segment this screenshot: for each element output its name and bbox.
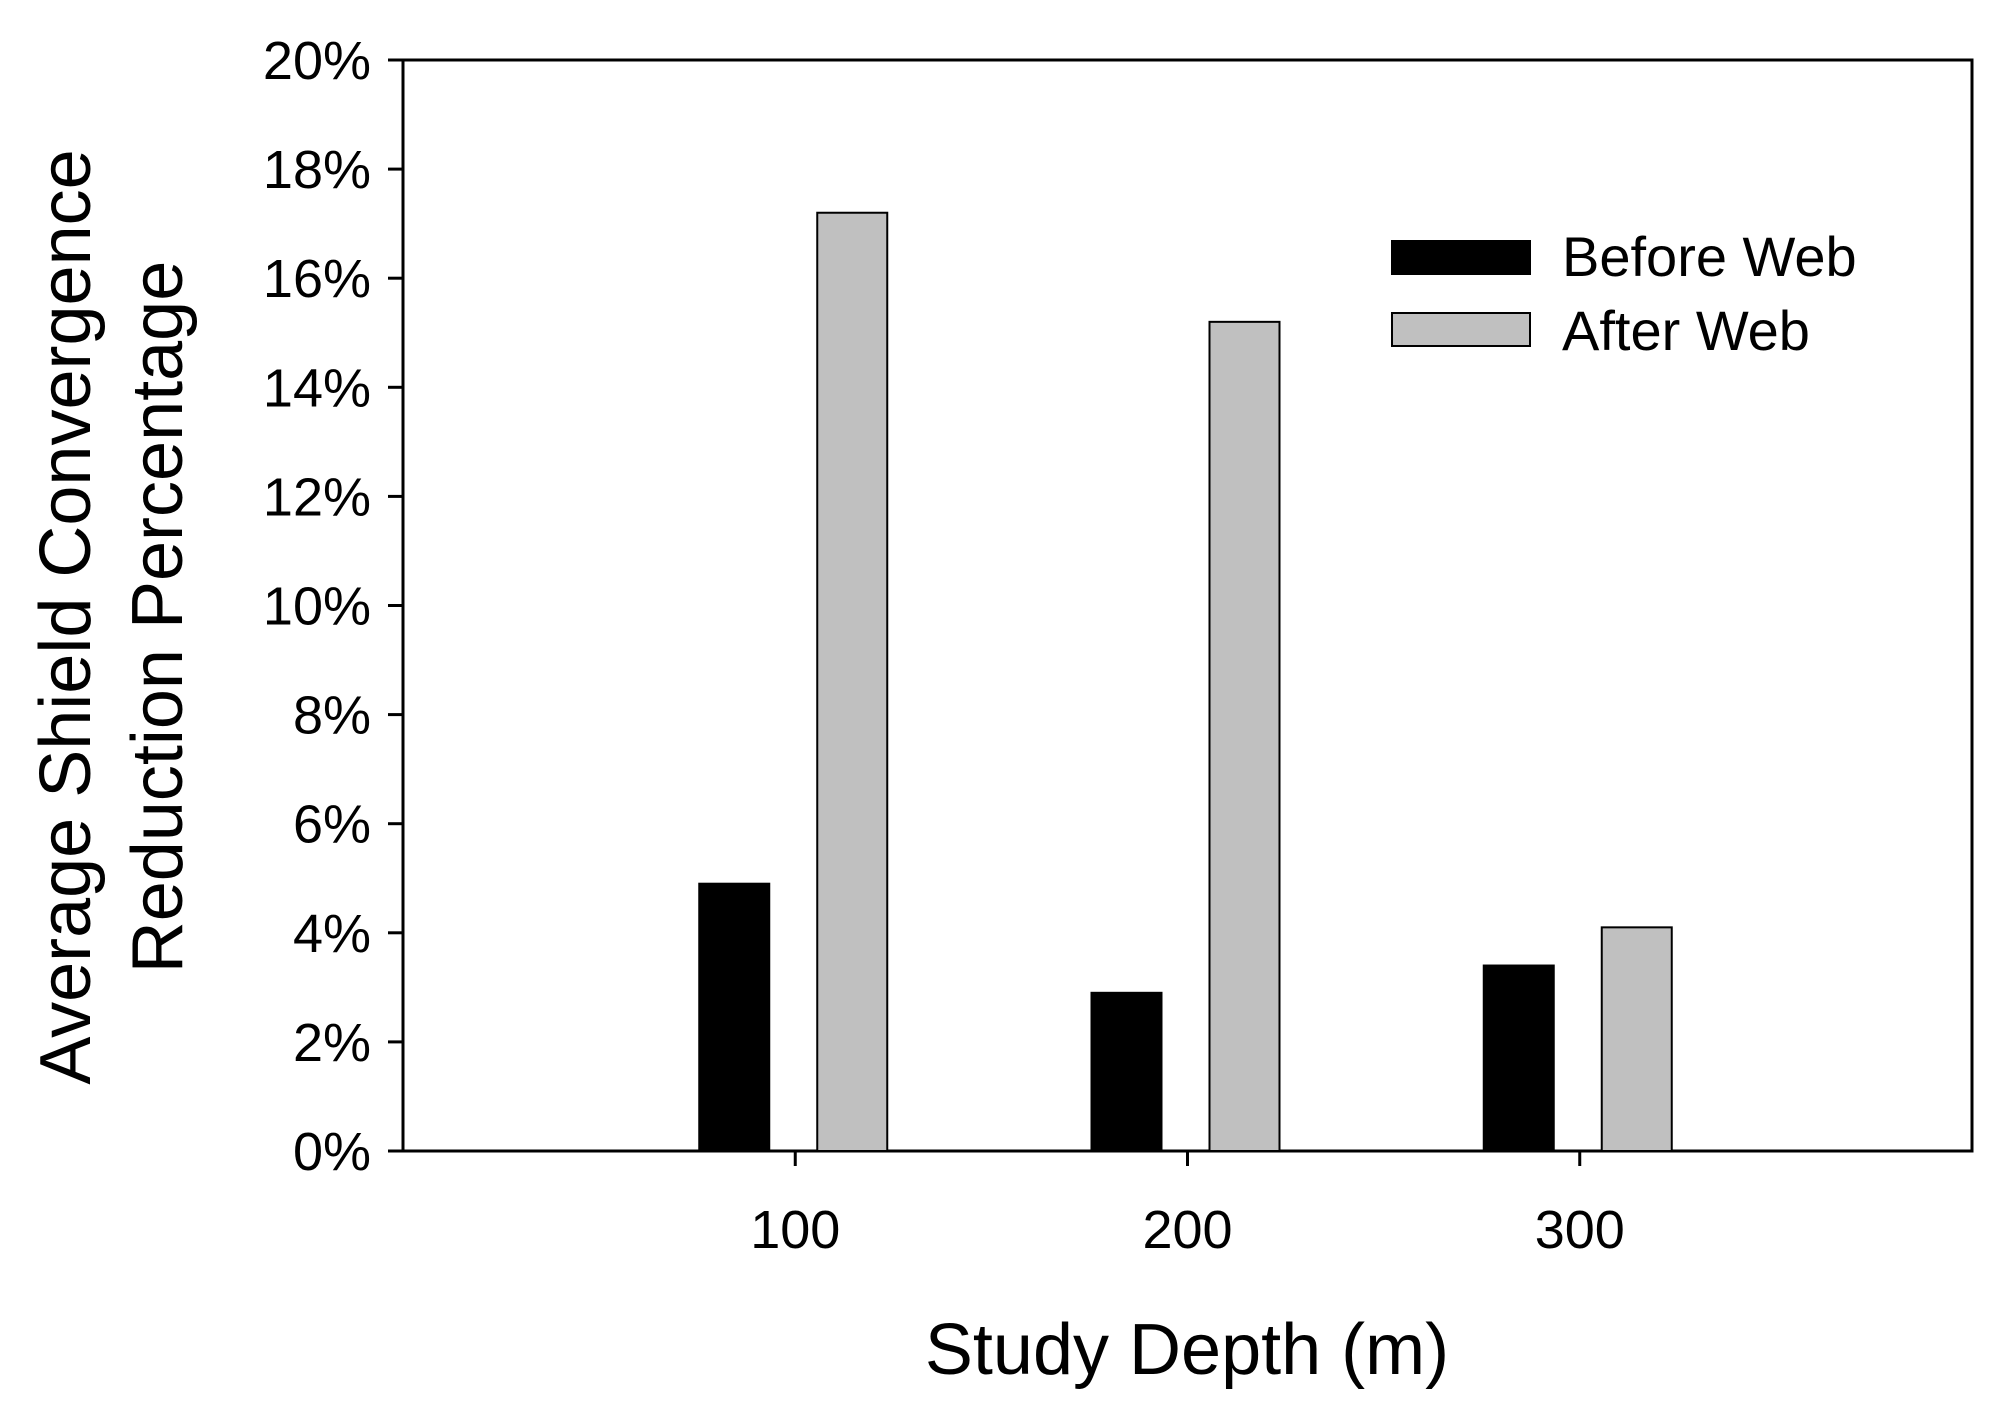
y-tick-label: 14%: [263, 358, 371, 418]
y-tick-label: 6%: [293, 795, 371, 855]
x-axis: 100 200 300: [750, 1151, 1625, 1260]
bar-after-web-100: [816, 211, 889, 1153]
bar-before-web-100: [698, 882, 771, 1153]
y-axis-title-line-1: Average Shield Convergence: [26, 149, 106, 1084]
y-tick-label: 0%: [293, 1122, 371, 1182]
bar-before-web-200: [1090, 991, 1163, 1152]
plot-frame: [401, 58, 1974, 1153]
y-axis-title-line-2: Reduction Percentage: [118, 261, 198, 973]
legend-label-before-web: Before Web: [1562, 225, 1857, 288]
legend: Before Web After Web: [1391, 225, 1857, 362]
y-tick-label: 8%: [293, 686, 371, 746]
bar-after-web-200: [1208, 320, 1281, 1152]
bar-before-web-300: [1482, 964, 1555, 1153]
y-tick-label: 16%: [263, 249, 371, 309]
x-tick-label: 200: [1142, 1200, 1232, 1260]
x-tick-label: 300: [1535, 1200, 1625, 1260]
y-axis: 0% 2% 4% 6% 8% 10% 12% 14% 16% 18% 20%: [263, 31, 403, 1182]
y-tick-label: 10%: [263, 577, 371, 637]
legend-swatch-after-web: [1391, 312, 1531, 347]
y-tick-label: 18%: [263, 140, 371, 200]
legend-label-after-web: After Web: [1562, 299, 1810, 362]
bars: [698, 211, 1673, 1153]
x-axis-title: Study Depth (m): [925, 1310, 1449, 1390]
x-tick-label: 100: [750, 1200, 840, 1260]
bar-after-web-300: [1600, 926, 1673, 1152]
y-tick-label: 12%: [263, 467, 371, 527]
y-tick-label: 20%: [263, 31, 371, 91]
y-tick-label: 4%: [293, 904, 371, 964]
legend-swatch-before-web: [1391, 240, 1531, 275]
y-tick-label: 2%: [293, 1013, 371, 1073]
